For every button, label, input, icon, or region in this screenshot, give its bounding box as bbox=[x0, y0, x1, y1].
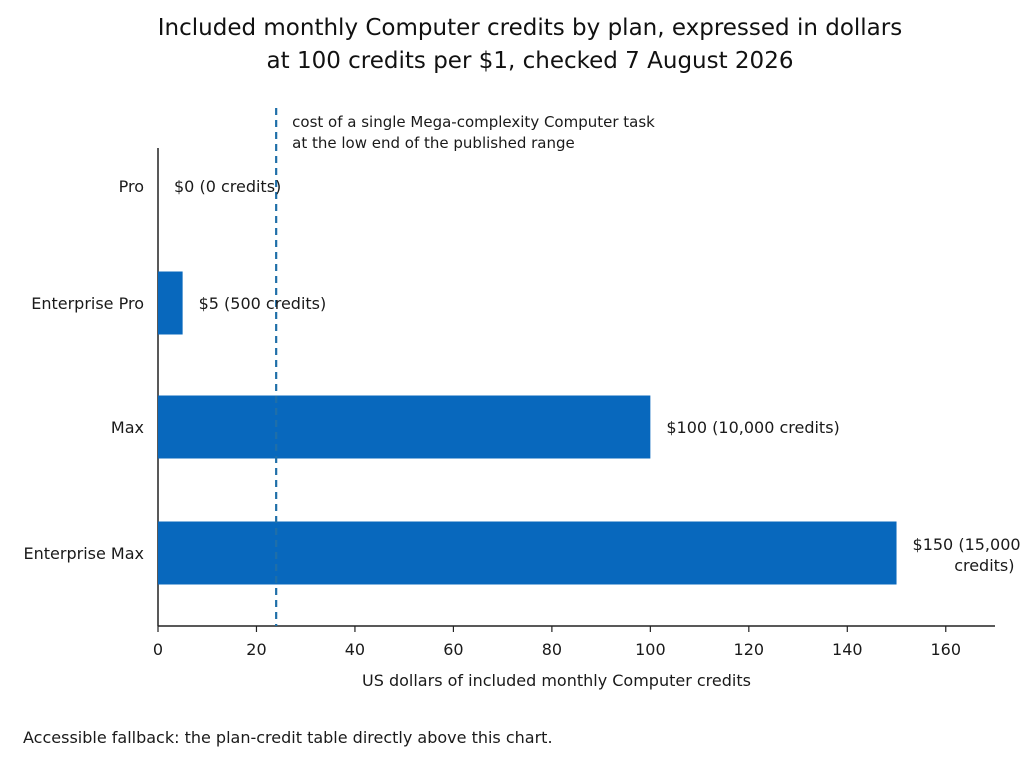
chart-title-line-1: Included monthly Computer credits by pla… bbox=[157, 15, 903, 41]
x-tick-label: 100 bbox=[635, 640, 666, 659]
x-tick-label: 0 bbox=[153, 640, 163, 659]
x-tick-label: 80 bbox=[542, 640, 562, 659]
x-axis-title: US dollars of included monthly Computer … bbox=[362, 671, 751, 690]
data-label: $0 (0 credits) bbox=[174, 177, 281, 196]
data-label-line: credits) bbox=[954, 556, 1014, 575]
x-tick-label: 60 bbox=[443, 640, 463, 659]
x-tick-label: 20 bbox=[246, 640, 266, 659]
reference-line-label: cost of a single Mega-complexity Compute… bbox=[292, 113, 655, 131]
x-tick-label: 120 bbox=[734, 640, 765, 659]
bar-max bbox=[158, 395, 651, 459]
data-label: $100 (10,000 credits) bbox=[666, 418, 839, 437]
bar-enterprise-max bbox=[158, 521, 897, 585]
data-label: $5 (500 credits) bbox=[199, 294, 327, 313]
x-tick-label: 160 bbox=[930, 640, 961, 659]
category-label: Enterprise Max bbox=[24, 544, 144, 563]
reference-line-label: at the low end of the published range bbox=[292, 134, 575, 152]
bar-enterprise-pro bbox=[158, 271, 183, 335]
chart-title: Included monthly Computer credits by pla… bbox=[0, 12, 1024, 78]
data-label-line: $150 (15,000 bbox=[913, 535, 1021, 554]
x-tick-label: 40 bbox=[345, 640, 365, 659]
category-label: Enterprise Pro bbox=[31, 294, 144, 313]
category-label: Pro bbox=[119, 177, 144, 196]
data-label: $150 (15,000 credits) bbox=[913, 535, 1021, 575]
x-tick-label: 140 bbox=[832, 640, 863, 659]
footnote: Accessible fallback: the plan-credit tab… bbox=[23, 728, 553, 747]
category-label: Max bbox=[111, 418, 144, 437]
chart-title-line-2: at 100 credits per $1, checked 7 August … bbox=[266, 48, 794, 74]
